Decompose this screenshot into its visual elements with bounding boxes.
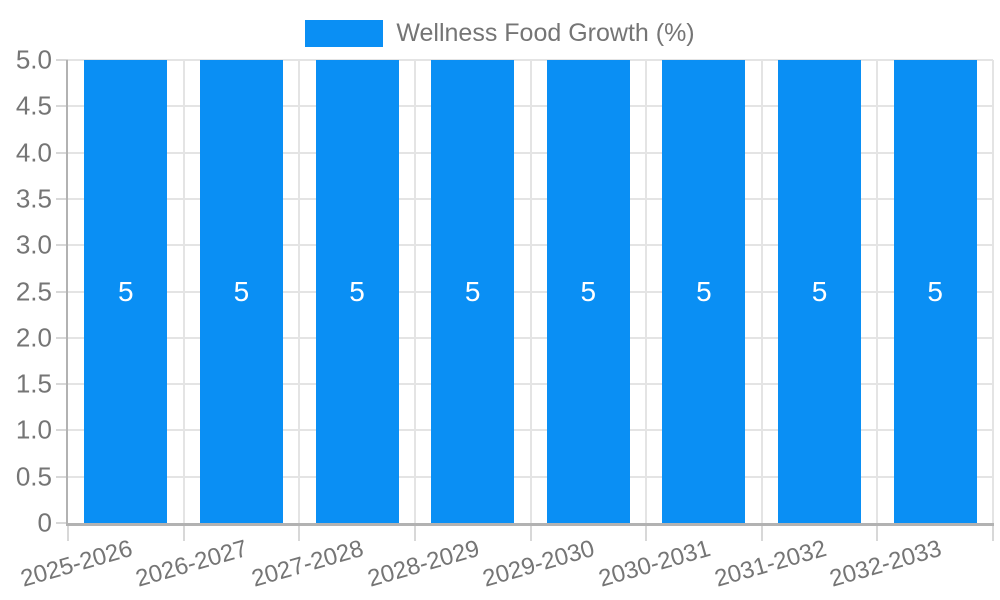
- y-tick-mark: [56, 429, 68, 432]
- bar-value-label: 5: [696, 275, 712, 307]
- x-gridline: [760, 60, 763, 523]
- x-axis-category-label: 2030-2031: [595, 535, 714, 593]
- y-tick-mark: [56, 336, 68, 339]
- x-tick-mark: [876, 523, 879, 541]
- x-axis-category-label: 2028-2029: [364, 535, 483, 593]
- y-axis-line: [66, 60, 68, 523]
- y-axis-tick-label: 2.0: [15, 322, 52, 353]
- y-tick-mark: [56, 59, 68, 61]
- x-gridline: [645, 60, 648, 523]
- x-gridline: [876, 60, 879, 523]
- x-gridline: [298, 60, 301, 523]
- bar-value-label: 5: [233, 275, 250, 307]
- y-axis-tick-label: 1.0: [15, 414, 52, 445]
- y-tick-mark: [56, 522, 68, 524]
- y-tick-mark: [56, 105, 68, 108]
- y-axis-tick-label: 5.0: [15, 44, 52, 75]
- y-tick-mark: [56, 244, 68, 247]
- bar-2027-2028[interactable]: 5: [315, 60, 399, 523]
- y-tick-mark: [56, 197, 68, 200]
- x-gridline: [992, 60, 994, 523]
- bar-2028-2029[interactable]: 5: [431, 60, 515, 523]
- y-axis-tick-label: 4.0: [15, 137, 52, 168]
- y-tick-mark: [56, 475, 68, 478]
- bar-value-label: 5: [580, 275, 597, 307]
- x-axis-category-label: 2025-2026: [17, 535, 136, 593]
- legend-label: Wellness Food Growth (%): [396, 18, 695, 47]
- x-axis-category-label: 2031-2032: [711, 535, 830, 593]
- x-tick-mark: [529, 523, 532, 541]
- bar-2032-2033[interactable]: 5: [893, 60, 977, 523]
- bar-value-label: 5: [349, 275, 365, 307]
- legend-swatch: [305, 19, 384, 47]
- y-axis-tick-label: 1.5: [15, 368, 52, 399]
- bar-value-label: 5: [118, 275, 134, 307]
- y-axis-tick-label: 4.5: [15, 90, 52, 121]
- legend-item-wellness-food-growth[interactable]: Wellness Food Growth (%): [305, 18, 695, 48]
- y-axis-tick-label: 0: [37, 507, 52, 538]
- bar-2025-2026[interactable]: 5: [84, 60, 168, 523]
- bar-2031-2032[interactable]: 5: [778, 60, 862, 523]
- x-tick-mark: [645, 523, 648, 541]
- y-axis-tick-label: 3.0: [15, 229, 52, 260]
- x-axis-line: [66, 523, 994, 526]
- y-axis-tick-label: 3.5: [15, 183, 52, 214]
- y-tick-mark: [56, 290, 68, 293]
- y-tick-mark: [56, 151, 68, 154]
- y-axis-tick-label: 0.5: [15, 461, 52, 492]
- x-tick-mark: [182, 523, 185, 541]
- bar-2029-2030[interactable]: 5: [546, 60, 630, 523]
- bar-value-label: 5: [811, 275, 828, 307]
- bar-value-label: 5: [464, 275, 481, 307]
- x-tick-mark: [992, 523, 994, 541]
- y-tick-mark: [56, 383, 68, 386]
- x-tick-mark: [298, 523, 301, 541]
- x-axis-category-label: 2029-2030: [479, 535, 598, 593]
- x-tick-mark: [67, 523, 69, 541]
- x-axis-category-label: 2032-2033: [826, 535, 945, 593]
- bar-2030-2031[interactable]: 5: [662, 60, 746, 523]
- y-axis-tick-label: 2.5: [15, 276, 52, 306]
- bar-value-label: 5: [927, 275, 943, 307]
- x-gridline: [413, 60, 416, 523]
- bar-2026-2027[interactable]: 5: [199, 60, 283, 523]
- x-tick-mark: [760, 523, 763, 541]
- x-axis-category-label: 2026-2027: [133, 535, 251, 593]
- chart-legend: Wellness Food Growth (%): [0, 17, 1000, 49]
- x-gridline: [529, 60, 532, 523]
- x-axis-category-label: 2027-2028: [248, 535, 367, 593]
- x-gridline: [182, 60, 185, 523]
- x-tick-mark: [413, 523, 416, 541]
